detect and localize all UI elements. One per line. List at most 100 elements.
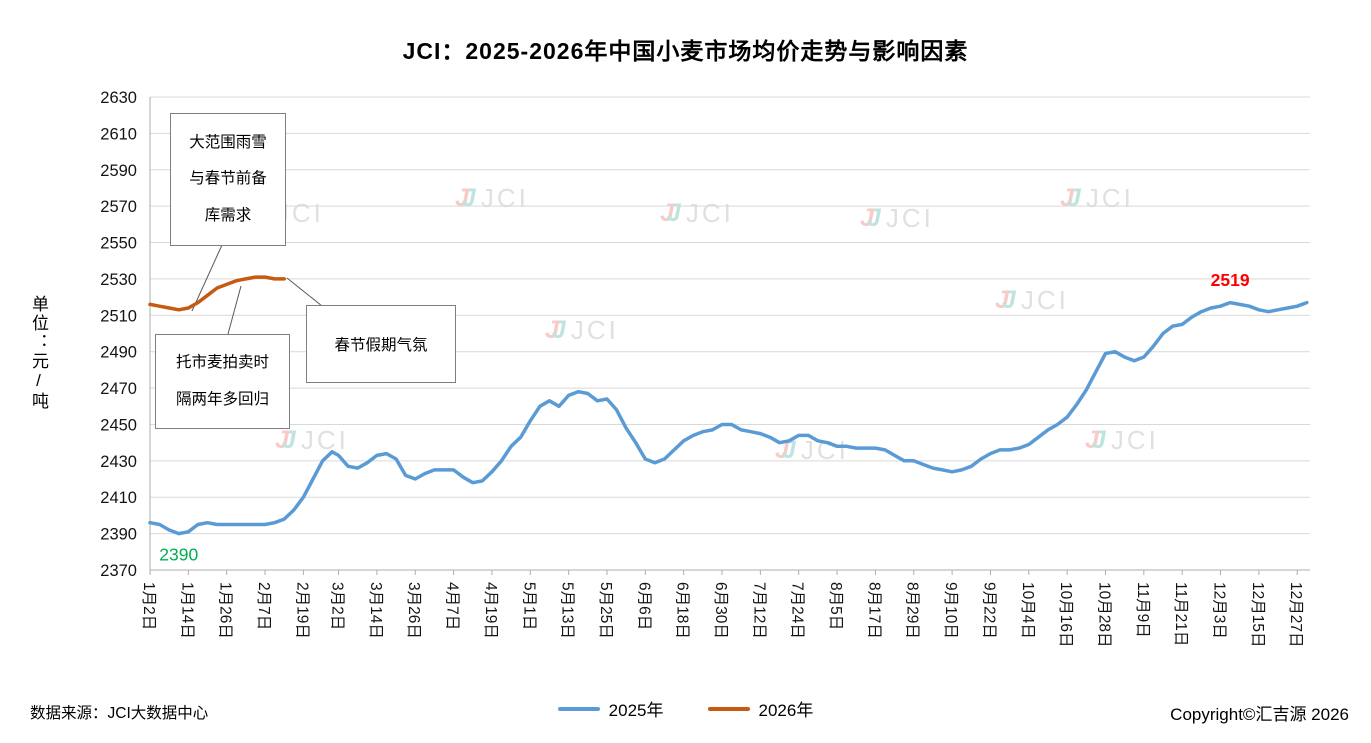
jci-logo-icon: J	[275, 426, 289, 454]
annotation-leader-line	[227, 285, 242, 335]
annotation-leader-line	[286, 277, 323, 307]
annotation-text-line: 与春节前备	[189, 170, 267, 188]
x-tick-label: 4月19日	[482, 582, 499, 639]
x-tick-label: 3月26日	[405, 582, 422, 639]
jci-logo-icon: J	[545, 316, 559, 344]
y-tick-label: 2590	[100, 162, 137, 180]
x-tick-label: 4月7日	[444, 582, 461, 630]
x-tick-label: 3月2日	[329, 582, 346, 630]
x-tick-label: 8月17日	[865, 582, 882, 639]
x-tick-label: 12月15日	[1249, 582, 1266, 647]
jci-logo-icon: J	[1001, 286, 1016, 314]
x-tick-label: 11月9日	[1134, 582, 1151, 638]
annotation-weather-box: 大范围雨雪 与春节前备 库需求	[170, 113, 286, 246]
y-tick-label: 2610	[100, 125, 137, 143]
x-tick-label: 6月6日	[635, 582, 652, 630]
legend: 2025年 2026年	[0, 696, 1371, 721]
legend-item-2026年: 2026年	[707, 696, 814, 721]
x-tick-label: 6月30日	[712, 582, 729, 639]
x-tick-label: 7月24日	[789, 582, 806, 639]
legend-swatch	[557, 706, 600, 711]
y-tick-label: 2490	[100, 344, 137, 362]
page-title: JCI：2025-2026年中国小麦市场均价走势与影响因素	[402, 38, 969, 64]
y-tick-label: 2410	[100, 489, 137, 507]
x-tick-label: 10月16日	[1057, 582, 1074, 647]
x-tick-label: 5月13日	[559, 582, 576, 639]
x-tick-label: 1月14日	[178, 582, 195, 639]
x-tick-label: 2月19日	[293, 582, 310, 639]
x-tick-label: 5月25日	[597, 582, 614, 639]
legend-label: 2026年	[758, 701, 814, 720]
jci-logo-icon: J	[281, 426, 296, 454]
watermark-text: JCI	[570, 315, 619, 345]
annotation-auction-box: 托市麦拍卖时 隔两年多回归	[155, 334, 290, 429]
annotation-holiday-box: 春节假期气氛	[306, 305, 456, 383]
x-tick-label: 11月21日	[1172, 582, 1189, 646]
copyright-label: Copyright©汇吉源 2026	[1170, 705, 1349, 724]
x-tick-label: 9月22日	[980, 582, 997, 639]
y-tick-label: 2470	[100, 380, 137, 398]
legend-item-2025年: 2025年	[557, 696, 664, 721]
x-tick-label: 9月10日	[942, 582, 959, 639]
x-tick-label: 10月4日	[1019, 582, 1036, 639]
annotation-text-line: 隔两年多回归	[175, 390, 269, 408]
jci-logo-icon: J	[1091, 426, 1106, 454]
series-line-2025年	[148, 300, 1309, 536]
x-tick-label: 8月29日	[904, 582, 921, 639]
y-tick-label: 2530	[100, 271, 137, 289]
y-tick-label: 2450	[100, 416, 137, 434]
x-tick-label: 3月14日	[367, 582, 384, 639]
watermark-text: JCI	[685, 198, 734, 228]
watermark-text: JCI	[800, 435, 849, 465]
x-tick-label: 1月26日	[217, 582, 234, 639]
jci-logo-icon: J	[1085, 426, 1099, 454]
series-line-2026年	[148, 275, 286, 312]
watermark-text: JCI	[1020, 285, 1069, 315]
annotation-text-line: 托市麦拍卖时	[175, 354, 269, 372]
y-tick-label: 2430	[100, 453, 137, 471]
y-tick-label: 2370	[100, 562, 137, 580]
watermark-text: JCI	[1110, 425, 1159, 455]
x-tick-label: 12月3日	[1211, 582, 1228, 639]
x-tick-label: 6月18日	[674, 582, 691, 639]
watermark-text: JCI	[300, 425, 349, 455]
x-tick-label: 12月27日	[1287, 582, 1304, 647]
watermark-text: JCI	[480, 183, 529, 213]
jci-logo-icon: J	[1066, 184, 1081, 212]
annotation-text-line: 春节假期气氛	[334, 337, 428, 354]
y-tick-label: 2550	[100, 235, 137, 253]
point-value-label: 2390	[159, 545, 198, 565]
x-tick-label: 7月12日	[750, 582, 767, 639]
y-tick-label: 2510	[100, 307, 137, 325]
x-tick-label: 5月1日	[520, 582, 537, 630]
y-axis-title: 单位：元/吨	[29, 295, 48, 411]
x-tick-label: 10月28日	[1095, 582, 1112, 647]
y-tick-label: 2630	[100, 89, 137, 107]
x-tick-label: 1月2日	[140, 582, 157, 630]
x-tick-label: 2月7日	[255, 582, 272, 630]
data-source-label: 数据来源：JCI大数据中心	[30, 705, 209, 722]
legend-label: 2025年	[608, 701, 664, 720]
jci-logo-icon: J	[461, 184, 476, 212]
jci-logo-icon: J	[455, 184, 469, 212]
legend-swatch	[707, 706, 750, 711]
annotation-text-line: 库需求	[204, 206, 252, 224]
watermark-text: JCI	[885, 203, 934, 233]
annotation-text-line: 大范围雨雪	[189, 133, 267, 151]
y-tick-label: 2390	[100, 526, 137, 544]
jci-logo-icon: J	[995, 286, 1009, 314]
y-tick-label: 2570	[100, 198, 137, 216]
jci-logo-icon: J	[866, 204, 881, 232]
x-tick-label: 8月5日	[827, 582, 844, 630]
jci-logo-icon: J	[860, 204, 874, 232]
point-value-label: 2519	[1211, 270, 1250, 290]
